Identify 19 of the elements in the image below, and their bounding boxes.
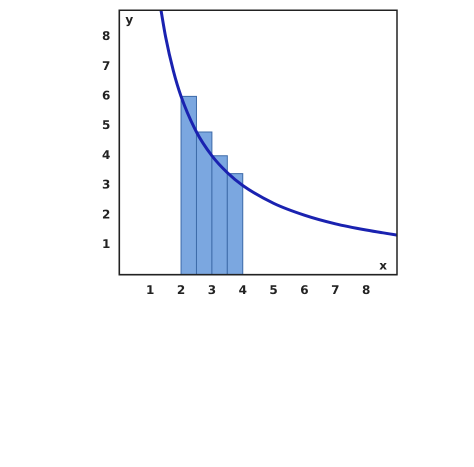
y-tick-label: 6 bbox=[102, 88, 110, 102]
y-tick-label: 1 bbox=[102, 237, 110, 252]
y-tick-label: 4 bbox=[102, 148, 110, 162]
y-tick-label: 3 bbox=[102, 178, 110, 192]
x-tick-label: 2 bbox=[176, 282, 186, 297]
x-tick-label: 7 bbox=[331, 282, 340, 297]
x-tick-label: 4 bbox=[238, 282, 247, 297]
line-series bbox=[159, 10, 397, 237]
x-tick-label: 5 bbox=[269, 282, 278, 297]
y-tick-label: 2 bbox=[102, 207, 110, 222]
y-axis-title: y bbox=[125, 12, 134, 26]
x-axis-title: x bbox=[379, 258, 388, 273]
x-tick-label: 1 bbox=[146, 282, 154, 297]
y-tick-label: 5 bbox=[102, 118, 110, 132]
y-tick-label: 8 bbox=[102, 29, 110, 44]
x-tick-label: 6 bbox=[300, 282, 309, 297]
y-tick-label: 7 bbox=[102, 58, 110, 73]
x-tick-label: 8 bbox=[362, 282, 370, 297]
x-tick-label: 3 bbox=[208, 282, 216, 297]
